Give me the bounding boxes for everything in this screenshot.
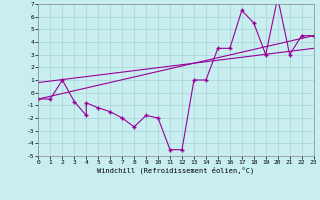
- X-axis label: Windchill (Refroidissement éolien,°C): Windchill (Refroidissement éolien,°C): [97, 167, 255, 174]
